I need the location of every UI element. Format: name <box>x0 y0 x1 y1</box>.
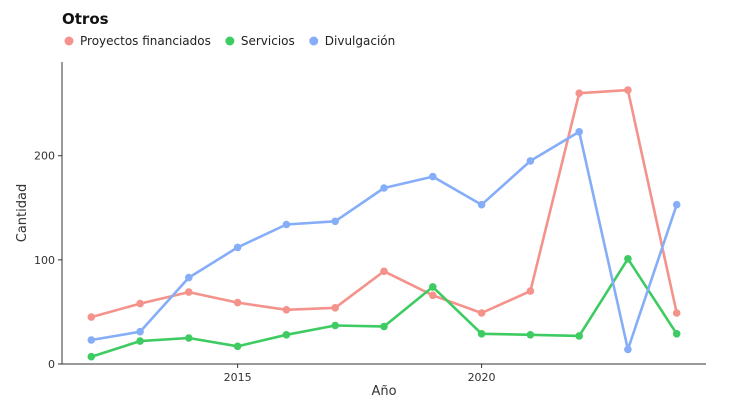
legend-marker-2 <box>309 36 319 46</box>
data-point-0-0 <box>87 313 96 321</box>
data-point-0-12 <box>672 309 681 317</box>
x-tick-label-1: 2020 <box>468 371 496 384</box>
data-point-1-8 <box>477 330 486 338</box>
data-point-0-9 <box>526 287 535 295</box>
x-axis-title: Año <box>371 384 396 399</box>
data-point-2-6 <box>380 184 388 192</box>
data-point-1-7 <box>429 283 437 291</box>
data-point-0-2 <box>185 288 193 296</box>
data-point-0-11 <box>624 86 632 94</box>
data-point-1-3 <box>233 342 242 351</box>
legend-label-0: Proyectos financiados <box>80 34 211 48</box>
data-point-1-12 <box>672 330 681 338</box>
data-point-2-4 <box>282 220 291 229</box>
data-point-2-2 <box>185 273 193 282</box>
data-point-0-6 <box>380 267 388 276</box>
data-point-2-12 <box>672 200 681 209</box>
data-point-2-0 <box>87 336 96 344</box>
data-point-1-2 <box>185 334 193 342</box>
data-point-2-10 <box>575 128 583 136</box>
y-tick-label-0: 0 <box>48 358 55 371</box>
data-point-1-11 <box>624 254 632 263</box>
data-point-1-4 <box>282 331 291 339</box>
legend-label-1: Servicios <box>241 34 295 48</box>
data-point-1-10 <box>575 332 583 340</box>
data-point-0-1 <box>136 299 144 308</box>
data-point-0-3 <box>233 298 242 307</box>
y-tick-label-1: 100 <box>34 254 55 267</box>
x-axis-ticks: 2015 2020 <box>224 364 496 384</box>
data-point-2-8 <box>477 200 486 209</box>
data-point-1-1 <box>136 337 144 345</box>
data-point-0-7 <box>429 291 437 300</box>
legend: Proyectos financiados Servicios Divulgació… <box>64 34 395 48</box>
data-point-2-7 <box>429 172 437 181</box>
y-tick-label-2: 200 <box>34 150 55 163</box>
data-point-1-5 <box>331 321 340 330</box>
data-point-2-11 <box>624 345 632 354</box>
data-point-0-4 <box>282 306 291 314</box>
data-point-2-5 <box>331 217 340 226</box>
y-axis-title: Cantidad <box>15 184 30 242</box>
data-point-1-6 <box>380 322 388 331</box>
legend-marker-1 <box>225 36 235 46</box>
data-point-2-9 <box>526 157 535 165</box>
x-tick-label-0: 2015 <box>224 371 252 384</box>
y-axis-ticks: 0 100 200 <box>34 150 62 371</box>
legend-label-2: Divulgación <box>325 34 395 48</box>
plot-area <box>87 86 681 361</box>
legend-marker-0 <box>64 36 74 46</box>
data-point-0-8 <box>477 309 486 317</box>
data-point-1-0 <box>87 352 96 361</box>
chart-title: Otros <box>62 10 109 28</box>
data-point-0-10 <box>575 89 583 97</box>
series-line-2 <box>90 130 679 351</box>
data-point-2-1 <box>136 327 144 336</box>
data-point-0-5 <box>331 304 340 312</box>
data-point-1-9 <box>526 331 535 339</box>
data-point-2-3 <box>233 243 242 252</box>
series-line-0 <box>90 88 679 319</box>
